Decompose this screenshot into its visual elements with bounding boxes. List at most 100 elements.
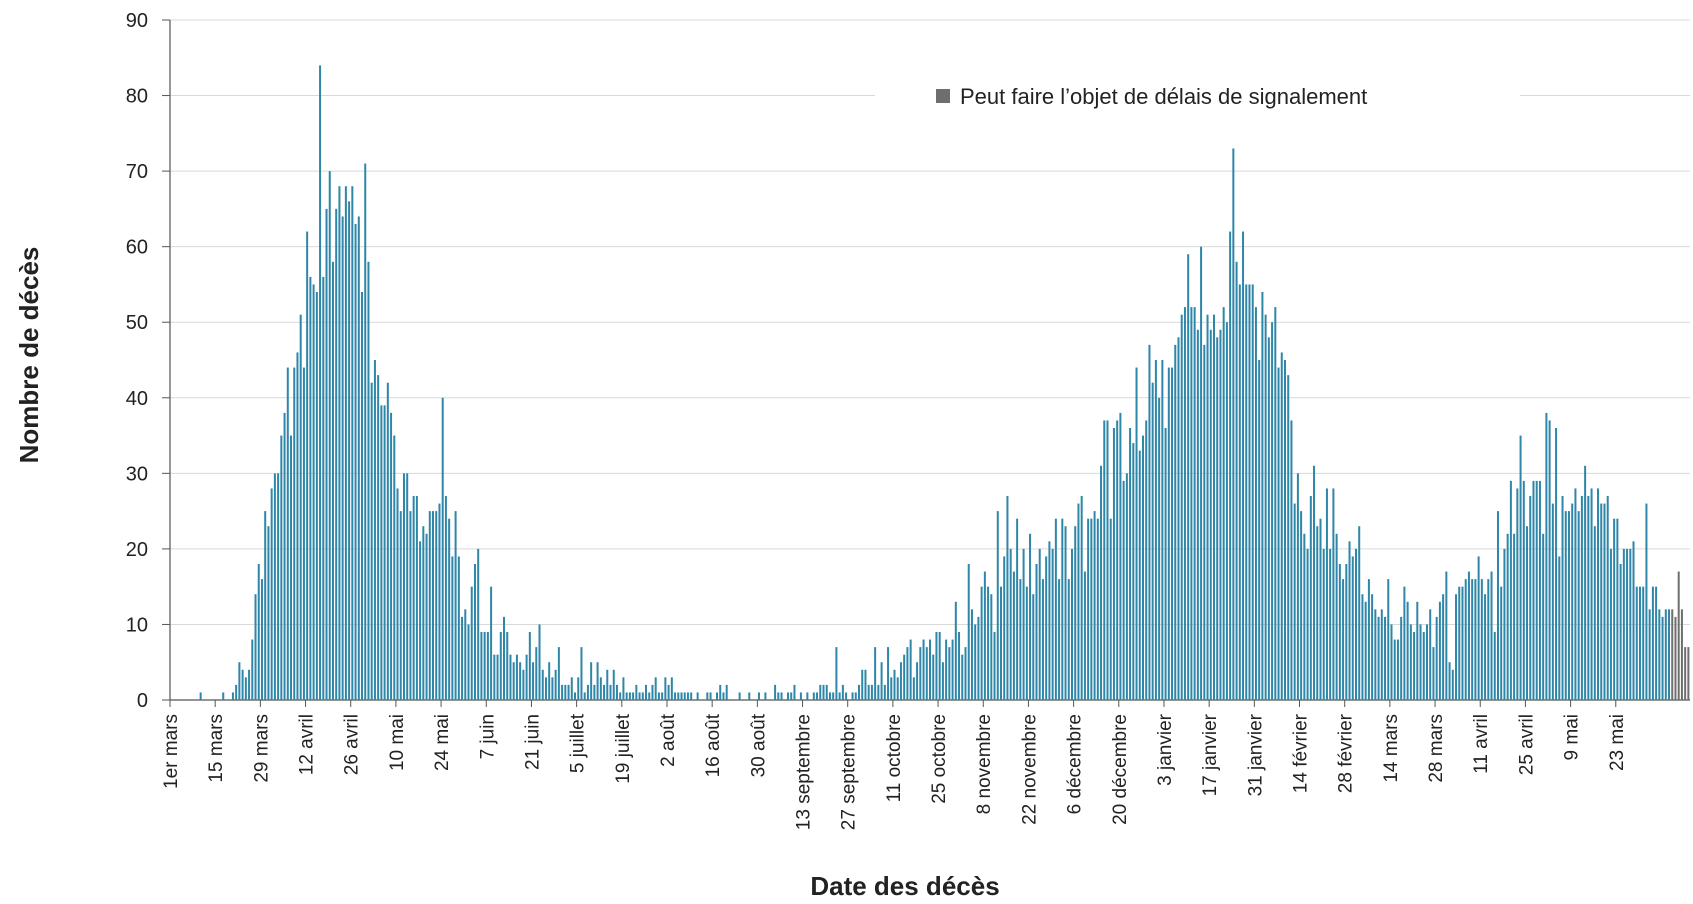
bar	[1384, 616, 1387, 700]
bar	[1071, 548, 1073, 700]
bar	[1538, 480, 1541, 700]
bar	[951, 639, 954, 700]
legend: Peut faire l’objet de délais de signalem…	[875, 76, 1520, 116]
bar	[677, 692, 680, 700]
bar	[1377, 616, 1380, 700]
bar	[1442, 594, 1445, 700]
bar	[1251, 284, 1254, 700]
bar	[1148, 344, 1151, 700]
bar	[425, 533, 428, 700]
bar	[893, 669, 896, 700]
x-tick-label: 3 janvier	[1155, 713, 1176, 785]
bar	[816, 692, 819, 700]
bar	[467, 624, 470, 700]
bar	[412, 496, 415, 700]
bar-delayed	[1677, 571, 1680, 700]
bar	[832, 692, 835, 700]
bar	[1603, 503, 1606, 700]
bar	[477, 548, 480, 700]
y-tick-label: 90	[126, 10, 148, 32]
bar	[1645, 503, 1648, 700]
bar	[248, 669, 251, 700]
bar	[348, 201, 351, 700]
bar	[519, 662, 522, 700]
bar	[787, 692, 789, 700]
bar	[235, 684, 238, 700]
x-tick-label: 23 mai	[1607, 714, 1628, 771]
bar	[1655, 586, 1658, 700]
bar	[296, 352, 299, 700]
bar	[980, 586, 983, 700]
bar	[1129, 428, 1132, 700]
bar	[1025, 586, 1028, 700]
bar	[764, 692, 767, 700]
bar	[615, 684, 618, 700]
bar	[1222, 307, 1225, 700]
bar	[241, 669, 244, 700]
y-axis-title: Nombre de décès	[14, 247, 44, 464]
bar	[706, 692, 709, 700]
bar	[290, 435, 293, 700]
bar	[1154, 360, 1157, 700]
bar	[686, 692, 689, 700]
bar	[1103, 420, 1106, 700]
bar	[1322, 548, 1325, 700]
bar	[654, 677, 657, 700]
bar	[935, 632, 938, 700]
bar	[912, 677, 915, 700]
bar	[1435, 616, 1438, 700]
bars	[199, 65, 1690, 701]
legend-label-delayed: Peut faire l’objet de délais de signalem…	[960, 84, 1367, 109]
bar	[645, 684, 648, 700]
bar	[419, 541, 422, 700]
bar	[1316, 526, 1319, 700]
bar	[441, 397, 444, 700]
bar	[273, 473, 276, 700]
bar	[854, 692, 857, 700]
bar	[1651, 586, 1654, 700]
bar	[1535, 480, 1538, 700]
bar	[899, 662, 902, 700]
bar	[399, 511, 402, 700]
bar	[1232, 148, 1235, 700]
bar	[364, 163, 367, 700]
bar	[1571, 503, 1574, 700]
bar	[306, 231, 309, 700]
bar	[1613, 518, 1616, 700]
bar	[1135, 367, 1138, 700]
bar	[435, 511, 438, 700]
bar	[341, 216, 344, 700]
y-tick-label: 40	[126, 388, 148, 410]
bar	[1006, 496, 1009, 700]
bar	[577, 677, 580, 700]
x-tick-label: 31 janvier	[1245, 713, 1266, 796]
bar	[1016, 518, 1019, 700]
bar	[603, 684, 606, 700]
bar	[925, 647, 928, 700]
bar	[319, 65, 322, 700]
bar	[958, 632, 961, 700]
bar	[1580, 496, 1583, 700]
bar	[370, 382, 373, 700]
bar	[1264, 314, 1267, 700]
bar	[1122, 480, 1125, 700]
bar	[503, 616, 506, 700]
bar	[270, 488, 273, 700]
bar	[383, 405, 386, 700]
bar	[1035, 564, 1038, 700]
bar	[438, 503, 441, 700]
bar	[586, 684, 589, 700]
bar	[1464, 579, 1467, 700]
bar	[199, 692, 202, 700]
bar	[1303, 533, 1306, 700]
bar	[867, 684, 870, 700]
bar	[409, 511, 412, 700]
x-tick-label: 19 juillet	[613, 713, 634, 783]
bar	[1022, 548, 1025, 700]
bar	[896, 677, 899, 700]
bar	[428, 511, 431, 700]
bar	[1609, 548, 1612, 700]
bar	[509, 654, 512, 700]
bar	[557, 647, 560, 700]
bar	[916, 662, 919, 700]
